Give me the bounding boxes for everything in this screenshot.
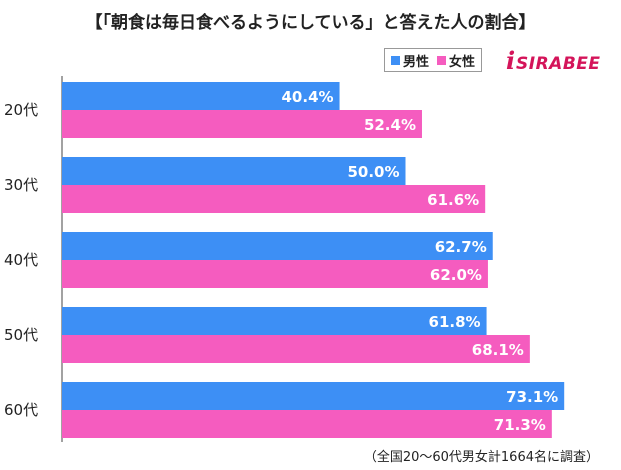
bar-male bbox=[62, 157, 406, 185]
data-label: 62.7% bbox=[435, 238, 487, 256]
chart-title: 【「朝食は毎日食べるようにしている」と答えた人の割合】 bbox=[85, 13, 536, 33]
bar-female bbox=[62, 185, 486, 213]
logo-mark: i bbox=[506, 46, 516, 75]
data-label: 40.4% bbox=[282, 88, 334, 106]
bar-male bbox=[62, 307, 487, 335]
legend-swatch-male bbox=[391, 55, 400, 65]
bar-male bbox=[62, 382, 565, 410]
bar-female bbox=[62, 110, 422, 138]
footnote: （全国20～60代男女計1664名に調査） bbox=[363, 450, 599, 465]
legend-item-male: 男性 bbox=[391, 51, 429, 70]
data-label: 52.4% bbox=[364, 116, 416, 134]
data-label: 61.8% bbox=[429, 313, 481, 331]
data-label: 61.6% bbox=[427, 191, 479, 209]
category-label: 20代 bbox=[4, 101, 38, 119]
legend: 男性 女性 bbox=[384, 48, 483, 72]
legend-label-female: 女性 bbox=[449, 54, 476, 70]
category-label: 50代 bbox=[4, 326, 38, 344]
bar-female bbox=[62, 260, 488, 288]
sirabee-logo: i SIRABEE bbox=[506, 44, 612, 75]
data-label: 71.3% bbox=[494, 416, 546, 434]
logo-text: SIRABEE bbox=[516, 54, 601, 74]
bar-female bbox=[62, 410, 552, 438]
data-label: 50.0% bbox=[347, 163, 399, 181]
bar-male bbox=[62, 82, 340, 110]
legend-item-female: 女性 bbox=[437, 51, 475, 70]
data-label: 73.1% bbox=[506, 388, 558, 406]
bar-female bbox=[62, 335, 530, 363]
category-label: 60代 bbox=[4, 401, 38, 419]
legend-label-male: 男性 bbox=[403, 54, 430, 70]
bar-male bbox=[62, 232, 493, 260]
data-label: 68.1% bbox=[472, 341, 524, 359]
category-label: 30代 bbox=[4, 176, 38, 194]
data-label: 62.0% bbox=[430, 266, 482, 284]
legend-swatch-female bbox=[437, 55, 447, 65]
category-label: 40代 bbox=[4, 251, 38, 269]
